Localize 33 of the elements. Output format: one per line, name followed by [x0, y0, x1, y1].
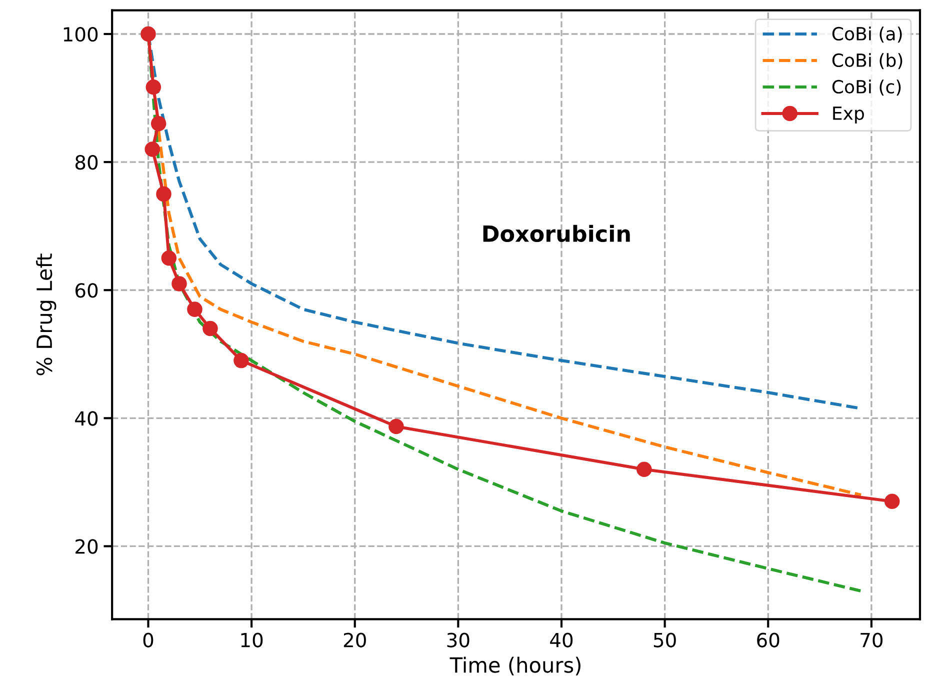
point: [636, 462, 652, 478]
point: [161, 250, 177, 266]
point: [234, 352, 249, 368]
x-tick-label: 60: [757, 632, 780, 648]
point: [140, 26, 156, 42]
y-axis-title: % Drug Left: [36, 254, 56, 376]
legend-label: CoBi (b): [832, 53, 902, 70]
x-tick-label: 70: [860, 632, 883, 648]
point: [202, 320, 218, 336]
x-tick-label: 30: [447, 632, 470, 648]
y-tick-label: 40: [75, 411, 98, 426]
point: [187, 302, 202, 317]
x-axis-title: Time (hours): [450, 656, 580, 676]
annotation: Doxorubicin: [483, 224, 630, 242]
x-tick-label: 10: [241, 632, 263, 648]
point: [146, 80, 162, 95]
legend-label: Exp: [833, 106, 864, 124]
point: [144, 142, 160, 157]
point: [156, 186, 172, 202]
y-tick-label: 100: [64, 26, 98, 42]
point: [884, 494, 900, 510]
y-tick-label: 60: [76, 283, 98, 298]
legend-label: CoBi (a): [832, 26, 902, 43]
point: [150, 116, 166, 132]
y-tick-label: 20: [76, 539, 98, 554]
point: [172, 276, 187, 292]
x-tick-label: 40: [550, 632, 573, 648]
point: [388, 418, 404, 434]
legend-label: CoBi (c): [832, 80, 901, 96]
x-tick-label: 50: [654, 632, 676, 648]
y-tick-label: 80: [75, 155, 98, 170]
x-tick-label: 0: [143, 632, 154, 648]
x-tick-label: 20: [344, 632, 366, 648]
